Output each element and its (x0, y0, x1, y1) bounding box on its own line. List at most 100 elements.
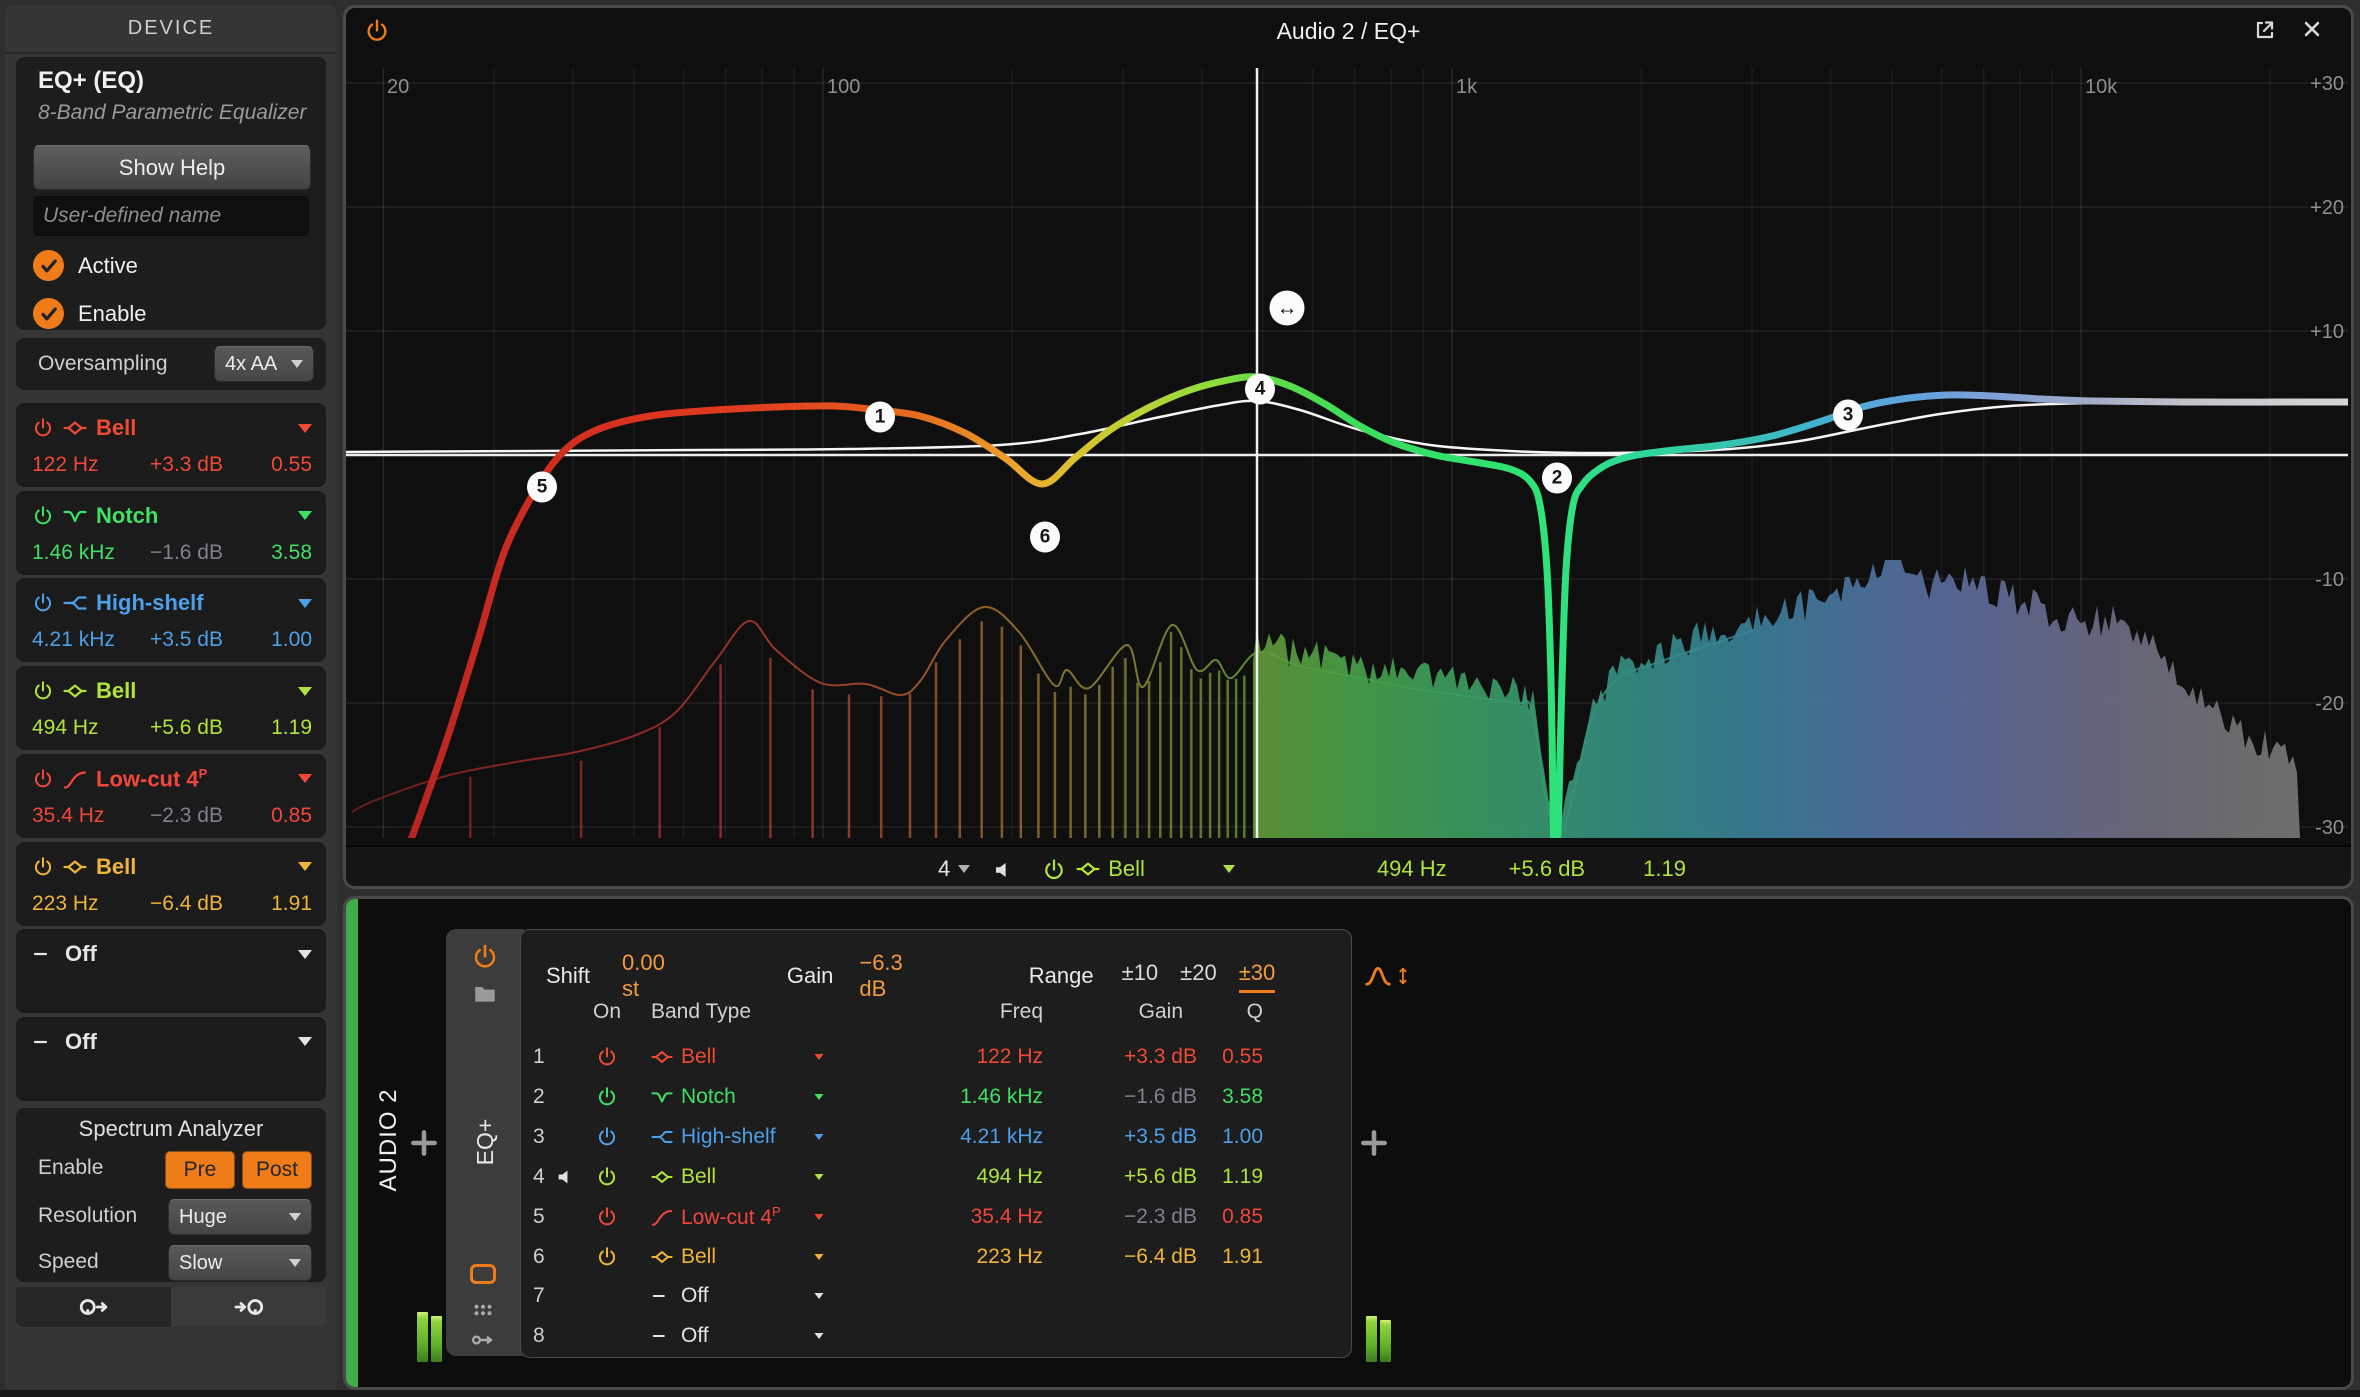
chevron-down-icon[interactable] (298, 686, 312, 696)
band-power-button[interactable] (1042, 856, 1066, 882)
adaptive-q-icon[interactable] (1365, 963, 1413, 989)
band-q[interactable]: 0.55 (1222, 1045, 1263, 1068)
sa-resolution-dropdown[interactable]: Huge (168, 1199, 312, 1235)
band-q[interactable]: 0.85 (271, 803, 312, 827)
band-freq[interactable]: 35.4 Hz (970, 1204, 1043, 1228)
band-power-button[interactable] (32, 856, 54, 878)
eq-frequency-response-plot[interactable]: 20 100 1k 10k +30 +20 +10 -10 -20 -30 (346, 8, 2351, 886)
band-q[interactable]: 3.58 (271, 540, 312, 564)
band-card-5[interactable]: Low-cut 4P 35.4 Hz −2.3 dB 0.85 (16, 753, 326, 838)
band-type-dropdown[interactable]: Bell (629, 1245, 799, 1269)
range-option-±20[interactable]: ±20 (1180, 959, 1217, 985)
band-freq[interactable]: 4.21 kHz (960, 1124, 1043, 1148)
chevron-down-icon[interactable] (298, 774, 312, 784)
band-q[interactable]: 1.19 (1222, 1164, 1263, 1188)
oversampling-dropdown[interactable]: 4x AA (214, 346, 314, 382)
band-q[interactable]: 1.19 (271, 716, 312, 740)
band-gain[interactable]: −6.4 dB (1124, 1244, 1197, 1268)
band-card-3[interactable]: High-shelf 4.21 kHz +3.5 dB 1.00 (16, 578, 326, 663)
modulation-in-button[interactable] (171, 1287, 326, 1327)
band-q[interactable]: 1.91 (271, 891, 312, 915)
user-defined-name-input[interactable] (33, 196, 309, 236)
chevron-down-icon[interactable] (298, 511, 312, 521)
eq-table-row-7[interactable]: 7 Off (521, 1276, 1351, 1316)
band-q-value[interactable]: 1.19 (1643, 856, 1686, 881)
chevron-down-icon[interactable] (799, 1253, 839, 1261)
band-type-dropdown[interactable]: High-shelf (629, 1125, 799, 1149)
show-help-button[interactable]: Show Help (33, 145, 311, 190)
band-q[interactable]: 1.00 (271, 628, 312, 652)
enable-checkbox-row[interactable]: Enable (33, 298, 147, 329)
band-selector[interactable]: 4 (938, 856, 971, 882)
remote-controls-icon[interactable] (470, 1297, 496, 1323)
add-device-left-button[interactable] (408, 1127, 440, 1159)
eq-node-1[interactable]: 1 (865, 401, 895, 433)
band-power-button[interactable] (585, 1165, 629, 1189)
band-q[interactable]: 0.55 (271, 453, 312, 476)
band-freq[interactable]: 1.46 kHz (960, 1084, 1043, 1108)
band-freq[interactable]: 122 Hz (976, 1045, 1043, 1068)
band-power-button[interactable] (585, 1125, 629, 1149)
add-device-right-button[interactable] (1358, 1127, 1390, 1159)
preset-folder-icon[interactable] (472, 981, 498, 1007)
band-gain[interactable]: −1.6 dB (150, 540, 223, 564)
band-freq[interactable]: 122 Hz (32, 453, 99, 476)
band-freq[interactable]: 1.46 kHz (32, 540, 115, 564)
band-freq[interactable]: 4.21 kHz (32, 628, 115, 652)
band-power-button[interactable] (585, 1205, 629, 1229)
band-power-button[interactable] (32, 680, 54, 702)
band-freq[interactable]: 494 Hz (976, 1164, 1043, 1188)
band-q[interactable]: 1.00 (1222, 1124, 1263, 1148)
band-card-2[interactable]: Notch 1.46 kHz −1.6 dB 3.58 (16, 490, 326, 575)
chevron-down-icon[interactable] (799, 1292, 839, 1300)
eq-table-row-1[interactable]: 1 Bell 122 Hz +3.3 dB 0.55 (521, 1037, 1351, 1077)
band-card-6[interactable]: Bell 223 Hz −6.4 dB 1.91 (16, 841, 326, 926)
modulation-out-button[interactable] (16, 1287, 171, 1327)
band-card-7[interactable]: Off (16, 929, 326, 1014)
band-gain[interactable]: +5.6 dB (150, 716, 223, 740)
band-gain[interactable]: −1.6 dB (1124, 1084, 1197, 1108)
eq-table-row-4[interactable]: 4 Bell 494 Hz +5.6 dB 1.19 (521, 1157, 1351, 1197)
eq-table-row-8[interactable]: 8 Off (521, 1316, 1351, 1356)
band-freq-value[interactable]: 494 Hz (1376, 856, 1447, 881)
band-card-8[interactable]: Off (16, 1016, 326, 1101)
band-gain[interactable]: −2.3 dB (150, 803, 223, 827)
band-gain[interactable]: +3.3 dB (1124, 1045, 1197, 1068)
eq-table-row-3[interactable]: 3 High-shelf 4.21 kHz +3.5 dB 1.00 (521, 1117, 1351, 1157)
band-card-1[interactable]: Bell 122 Hz +3.3 dB 0.55 (16, 403, 326, 487)
chevron-down-icon[interactable] (298, 862, 312, 871)
eq-node-6[interactable]: 6 (1030, 521, 1060, 553)
solo-listen-icon[interactable] (992, 856, 1016, 882)
eq-table-row-6[interactable]: 6 Bell 223 Hz −6.4 dB 1.91 (521, 1237, 1351, 1277)
shift-value[interactable]: 0.00 st (622, 950, 665, 1001)
sa-pre-button[interactable]: Pre (165, 1151, 235, 1189)
band-card-4[interactable]: Bell 494 Hz +5.6 dB 1.19 (16, 666, 326, 751)
chevron-down-icon[interactable] (298, 423, 312, 433)
chevron-down-icon[interactable] (298, 949, 312, 959)
band-type-dropdown[interactable]: Bell (629, 1045, 799, 1069)
band-gain[interactable]: +3.5 dB (150, 628, 223, 652)
eq-node-2[interactable]: 2 (1542, 462, 1572, 494)
chevron-down-icon[interactable] (298, 1037, 312, 1047)
eq-table-row-2[interactable]: 2 Notch 1.46 kHz −1.6 dB 3.58 (521, 1077, 1351, 1117)
band-power-button[interactable] (32, 592, 54, 614)
expanded-view-toggle[interactable] (470, 1264, 496, 1284)
chevron-down-icon[interactable] (1222, 865, 1235, 873)
band-gain[interactable]: +3.3 dB (150, 453, 223, 476)
band-q[interactable]: 1.91 (1222, 1244, 1263, 1268)
device-tab-label[interactable]: EQ+ (471, 1118, 498, 1166)
solo-listen-icon[interactable] (547, 1165, 585, 1189)
chevron-down-icon[interactable] (799, 1173, 839, 1181)
band-q[interactable]: 0.85 (1222, 1204, 1263, 1228)
band-q[interactable]: 3.58 (1222, 1084, 1263, 1108)
band-power-button[interactable] (585, 1045, 629, 1069)
chevron-down-icon[interactable] (799, 1093, 839, 1101)
active-checkbox[interactable] (33, 250, 64, 281)
range-option-±30[interactable]: ±30 (1238, 960, 1276, 993)
close-icon[interactable] (2301, 18, 2323, 40)
enable-checkbox[interactable] (33, 298, 64, 329)
eq-table-row-5[interactable]: 5 Low-cut 4P 35.4 Hz −2.3 dB 0.85 (521, 1197, 1351, 1237)
eq-node-3[interactable]: 3 (1833, 399, 1863, 431)
chevron-down-icon[interactable] (799, 1133, 839, 1141)
band-power-button[interactable] (32, 505, 54, 527)
